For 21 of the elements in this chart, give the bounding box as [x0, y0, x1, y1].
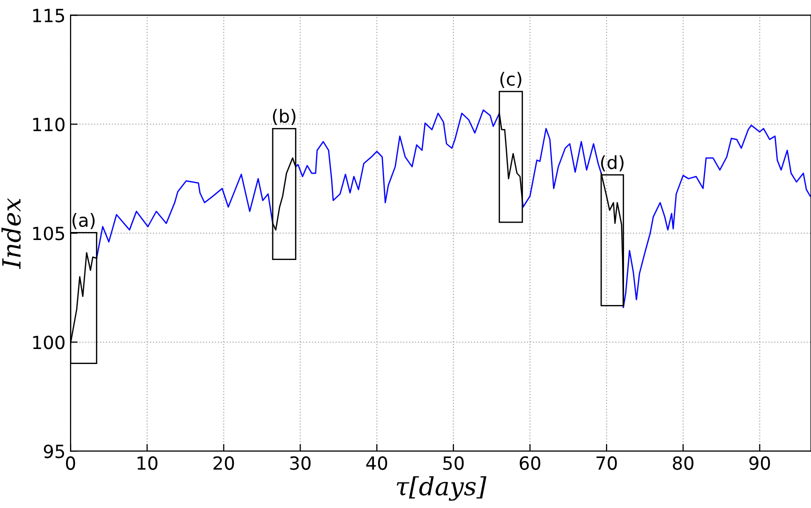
y-tick-label: 100 [33, 336, 64, 350]
y-tick-label: 110 [33, 118, 64, 132]
x-tick-label: 30 [290, 456, 311, 470]
annotation: (b) [272, 108, 296, 126]
x-axis-title: τ[days] [396, 476, 486, 501]
y-tick-label: 115 [33, 8, 64, 22]
annotation: (a) [72, 212, 95, 230]
x-tick-label: 60 [520, 456, 540, 470]
x-tick-label: 40 [366, 456, 388, 470]
y-tick-label: 95 [44, 444, 64, 458]
x-tick-label: 80 [672, 456, 694, 470]
annotation: (d) [601, 155, 624, 172]
x-tick-label: 70 [596, 456, 617, 470]
x-tick-label: 20 [214, 456, 234, 470]
y-axis-title: Index [1, 198, 21, 269]
x-tick-label: 90 [749, 456, 770, 470]
x-tick-label: 50 [443, 456, 464, 470]
annotation: (c) [500, 72, 522, 88]
y-tick-label: 105 [33, 226, 64, 240]
x-tick-label: 10 [138, 456, 158, 470]
x-tick-label: 0 [66, 456, 76, 470]
